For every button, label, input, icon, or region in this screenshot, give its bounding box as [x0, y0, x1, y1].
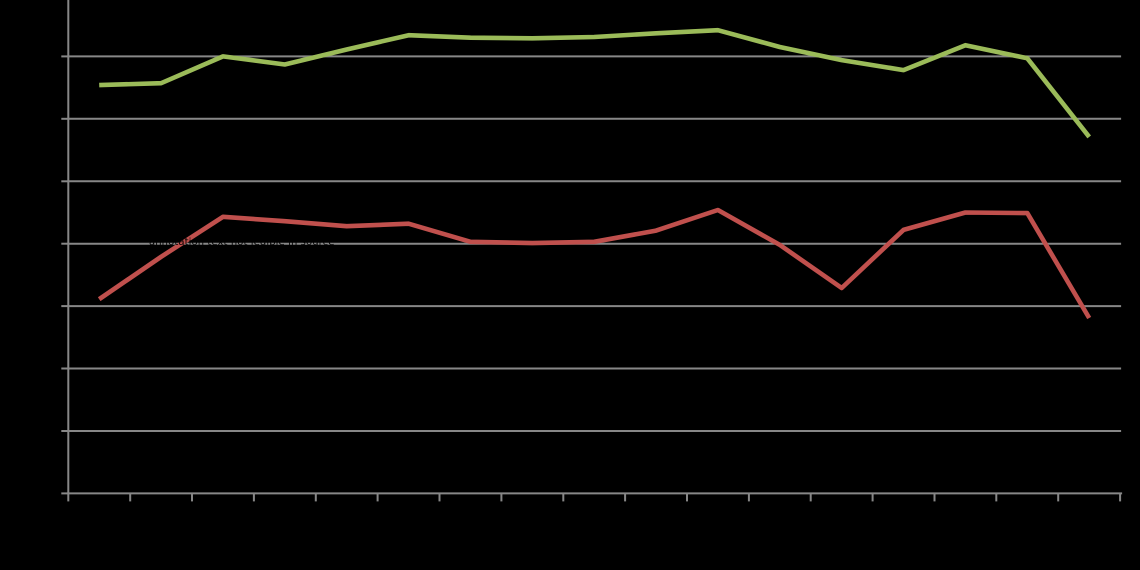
series-lower-red-line	[97, 207, 1092, 320]
illegible-annotation-text: annotation text not legible in source	[149, 237, 335, 248]
series-upper-green-line	[99, 27, 1092, 139]
